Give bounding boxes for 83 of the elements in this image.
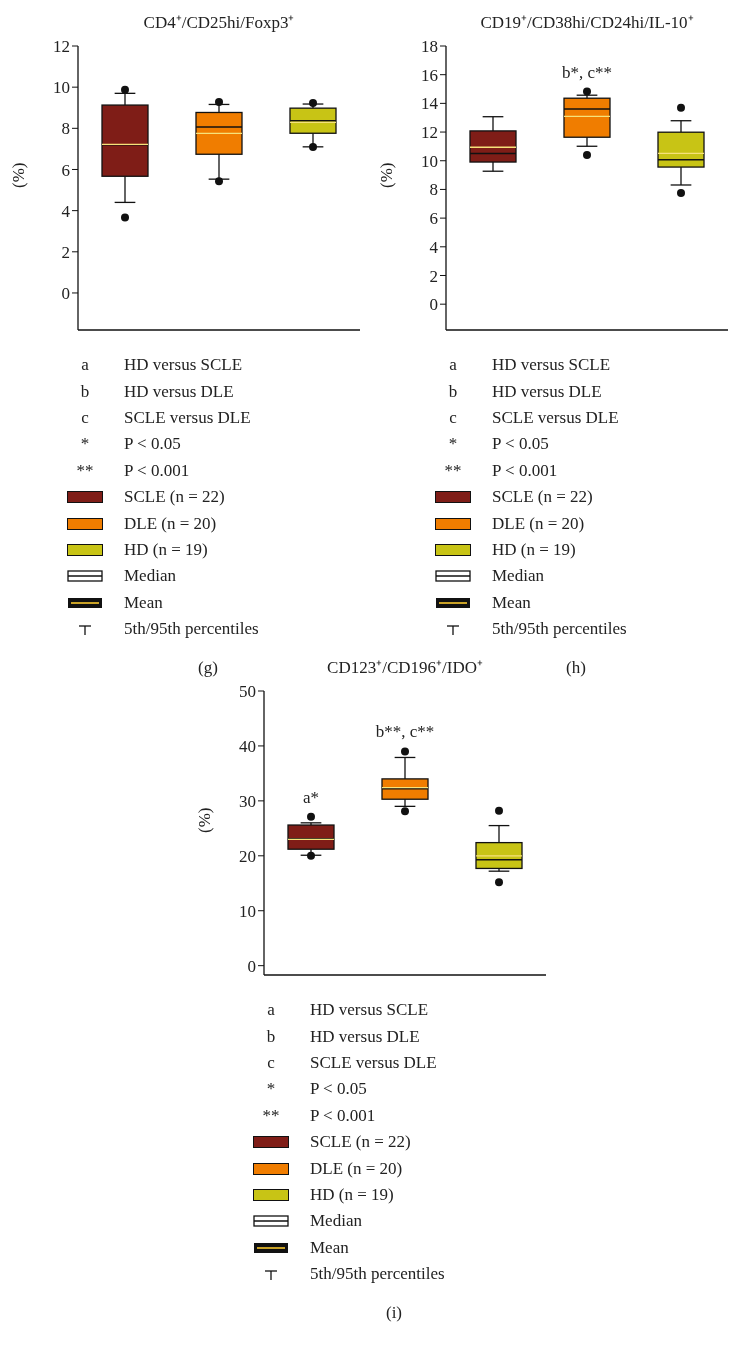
chart-title: CD19⁺/CD38hi/CD24hi/IL-10⁺ bbox=[479, 12, 695, 34]
legend-label: HD (n = 19) bbox=[492, 539, 576, 560]
text: (h) bbox=[566, 658, 586, 678]
legend-label: DLE (n = 20) bbox=[492, 513, 585, 534]
text: c bbox=[80, 407, 90, 428]
annotation: a* bbox=[302, 787, 320, 807]
y-tick-label: 10 bbox=[239, 901, 256, 921]
text: SCLE versus DLE bbox=[310, 1052, 437, 1073]
text: P < 0.001 bbox=[310, 1105, 376, 1126]
text: Median bbox=[310, 1211, 362, 1232]
y-axis-title: (%) bbox=[195, 807, 215, 833]
y-axis-title: (%) bbox=[9, 162, 29, 188]
y-tick-label: 40 bbox=[239, 736, 256, 756]
annotation: b*, c** bbox=[561, 62, 613, 82]
text: SCLE versus DLE bbox=[124, 407, 251, 428]
y-tick-label: 10 bbox=[421, 151, 438, 171]
y-axis-title: (%) bbox=[377, 162, 397, 188]
y-tick-label: 0 bbox=[61, 283, 70, 303]
y-tick-label: 2 bbox=[429, 266, 438, 286]
y-tick-label: 6 bbox=[429, 209, 438, 229]
text: HD versus SCLE bbox=[492, 355, 611, 376]
y-tick-label: 20 bbox=[239, 846, 256, 866]
text: (g) bbox=[198, 658, 218, 678]
y-tick-label: 16 bbox=[421, 65, 438, 85]
text: 5th/95th percentiles bbox=[492, 619, 627, 640]
text: ** bbox=[261, 1105, 281, 1126]
y-tick-label: 12 bbox=[421, 123, 438, 143]
text: c bbox=[266, 1052, 276, 1073]
text: HD versus SCLE bbox=[124, 355, 243, 376]
text: P < 0.05 bbox=[124, 434, 181, 455]
legend-label: SCLE (n = 22) bbox=[124, 487, 225, 508]
text: SCLE versus DLE bbox=[492, 407, 619, 428]
chart-title: CD4⁺/CD25hi/Foxp3⁺ bbox=[142, 12, 296, 34]
text: b bbox=[447, 381, 459, 402]
y-tick-label: 4 bbox=[429, 237, 439, 257]
text: a bbox=[80, 355, 90, 376]
y-tick-label: 8 bbox=[429, 180, 438, 200]
legend-label: DLE (n = 20) bbox=[310, 1158, 403, 1179]
y-tick-label: 2 bbox=[61, 242, 70, 262]
y-tick-label: 12 bbox=[53, 37, 70, 57]
annotation: b**, c** bbox=[375, 722, 435, 742]
text: HD versus DLE bbox=[310, 1026, 420, 1047]
text: a bbox=[266, 1000, 276, 1021]
text: * bbox=[265, 1079, 277, 1100]
text: b bbox=[265, 1026, 277, 1047]
text: ** bbox=[75, 460, 95, 481]
y-tick-label: 30 bbox=[239, 791, 256, 811]
text: P < 0.001 bbox=[492, 460, 558, 481]
text: P < 0.05 bbox=[310, 1079, 367, 1100]
legend-label: SCLE (n = 22) bbox=[492, 487, 593, 508]
text: HD versus DLE bbox=[124, 381, 234, 402]
text: * bbox=[79, 434, 91, 455]
text: Median bbox=[124, 566, 176, 587]
text: a bbox=[448, 355, 458, 376]
legend-label: HD (n = 19) bbox=[124, 539, 208, 560]
y-tick-label: 50 bbox=[239, 682, 256, 702]
text: (i) bbox=[384, 1303, 403, 1324]
text: ** bbox=[443, 460, 463, 481]
y-tick-label: 6 bbox=[61, 160, 70, 180]
text: b bbox=[79, 381, 91, 402]
legend-label: HD (n = 19) bbox=[310, 1184, 394, 1205]
legend-label: SCLE (n = 22) bbox=[310, 1132, 411, 1153]
text: Median bbox=[492, 566, 544, 587]
text: HD versus DLE bbox=[492, 381, 602, 402]
y-tick-label: 4 bbox=[61, 201, 71, 221]
text: HD versus SCLE bbox=[310, 1000, 429, 1021]
text: Mean bbox=[310, 1237, 349, 1258]
text: 5th/95th percentiles bbox=[310, 1264, 445, 1285]
y-tick-label: 14 bbox=[421, 94, 439, 114]
y-tick-label: 10 bbox=[53, 78, 70, 98]
legend-label: DLE (n = 20) bbox=[124, 513, 217, 534]
chart-title: CD123⁺/CD196⁺/IDO⁺ bbox=[326, 657, 484, 679]
text: * bbox=[447, 434, 459, 455]
text: P < 0.05 bbox=[492, 434, 549, 455]
text: c bbox=[448, 407, 458, 428]
text: Mean bbox=[124, 592, 163, 613]
y-tick-label: 0 bbox=[247, 956, 256, 976]
text: Mean bbox=[492, 592, 531, 613]
y-tick-label: 0 bbox=[429, 295, 438, 315]
y-tick-label: 8 bbox=[61, 119, 70, 139]
text: P < 0.001 bbox=[124, 460, 190, 481]
text: 5th/95th percentiles bbox=[124, 619, 259, 640]
y-tick-label: 18 bbox=[421, 37, 438, 57]
